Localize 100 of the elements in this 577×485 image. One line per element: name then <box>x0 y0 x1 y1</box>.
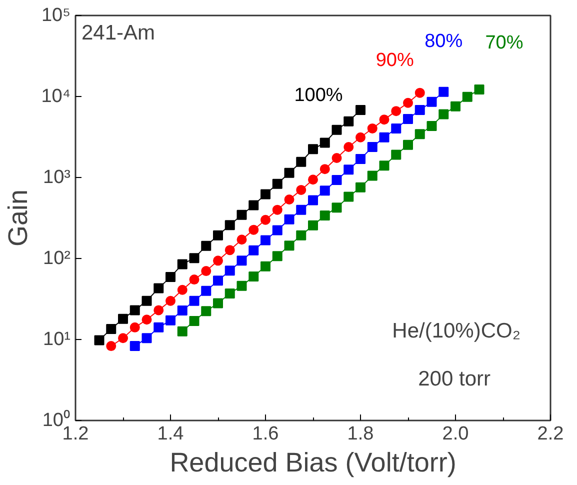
point <box>391 150 402 160</box>
point <box>177 326 188 336</box>
point <box>284 194 294 204</box>
point <box>154 322 164 332</box>
point <box>414 129 425 140</box>
point <box>106 341 116 352</box>
point <box>284 168 294 178</box>
point <box>213 276 223 286</box>
point <box>272 225 282 236</box>
x-tick-label: 2.2 <box>537 424 564 444</box>
point <box>166 315 176 326</box>
point <box>403 98 413 108</box>
point <box>284 214 294 224</box>
point <box>320 186 330 196</box>
point <box>142 333 152 344</box>
point <box>142 296 152 306</box>
point <box>367 142 378 152</box>
point <box>154 305 164 316</box>
point <box>332 124 342 135</box>
point <box>356 182 366 192</box>
point <box>201 240 212 251</box>
point <box>236 210 247 220</box>
point <box>296 230 306 240</box>
point <box>308 195 318 206</box>
point <box>379 160 390 171</box>
point <box>166 272 176 282</box>
point <box>177 259 188 270</box>
point <box>332 175 342 186</box>
point <box>260 189 270 200</box>
point <box>414 105 425 116</box>
x-axis-title: Reduced Bias (Volt/torr) <box>170 448 456 478</box>
text: 80% <box>424 30 463 52</box>
point <box>248 271 259 282</box>
point <box>201 266 212 276</box>
y-tick-label: 10² <box>43 248 71 269</box>
point <box>414 88 425 98</box>
annotation: He/(10%)CO₂ <box>392 320 521 342</box>
point <box>213 256 223 266</box>
point <box>142 314 152 325</box>
point <box>130 322 140 332</box>
annotation: 241-Am <box>82 22 156 44</box>
point <box>356 154 366 164</box>
point <box>201 286 212 296</box>
point <box>236 256 247 266</box>
y-tick-label: 10⁴ <box>41 86 71 107</box>
series-label: 100% <box>294 85 343 106</box>
point <box>130 341 140 352</box>
point <box>320 210 330 220</box>
point <box>213 230 223 240</box>
point <box>224 266 235 276</box>
point <box>462 92 472 102</box>
point <box>201 306 212 316</box>
point <box>308 174 318 185</box>
point <box>248 245 259 256</box>
point <box>438 86 449 97</box>
point <box>450 101 460 112</box>
point <box>391 123 402 134</box>
point <box>332 202 342 213</box>
x-tick-label: 1.4 <box>157 424 184 444</box>
y-axis-title: Gain <box>3 189 34 247</box>
point <box>426 120 437 131</box>
x-tick-label: 2.0 <box>442 424 469 444</box>
point <box>248 224 259 235</box>
point <box>403 140 413 150</box>
point <box>356 132 366 142</box>
point <box>344 164 354 175</box>
point <box>367 170 378 181</box>
point <box>426 96 437 107</box>
point <box>403 114 413 124</box>
point <box>248 200 259 210</box>
y-tick-label: 10³ <box>43 167 71 188</box>
y-tick-label: 10¹ <box>43 329 71 350</box>
point <box>272 178 282 189</box>
point <box>224 288 235 298</box>
point <box>272 204 282 215</box>
point <box>260 235 270 246</box>
point <box>379 114 390 125</box>
point <box>189 274 200 285</box>
x-tick-label: 1.8 <box>347 424 374 444</box>
point <box>236 280 247 291</box>
point <box>94 335 104 346</box>
point <box>106 324 116 334</box>
point <box>344 116 354 126</box>
annotation: 200 torr <box>418 368 491 390</box>
point <box>154 283 164 294</box>
point <box>320 138 330 148</box>
point <box>332 153 342 164</box>
point <box>320 164 330 174</box>
point <box>177 284 188 295</box>
point <box>213 298 223 308</box>
point <box>284 240 294 251</box>
point <box>224 245 235 256</box>
point <box>474 84 484 95</box>
point <box>130 305 140 316</box>
point <box>296 184 306 195</box>
point <box>189 316 200 326</box>
point <box>296 156 306 167</box>
series-label: 70% <box>485 32 524 54</box>
x-tick-label: 1.6 <box>252 424 279 444</box>
point <box>236 234 247 245</box>
